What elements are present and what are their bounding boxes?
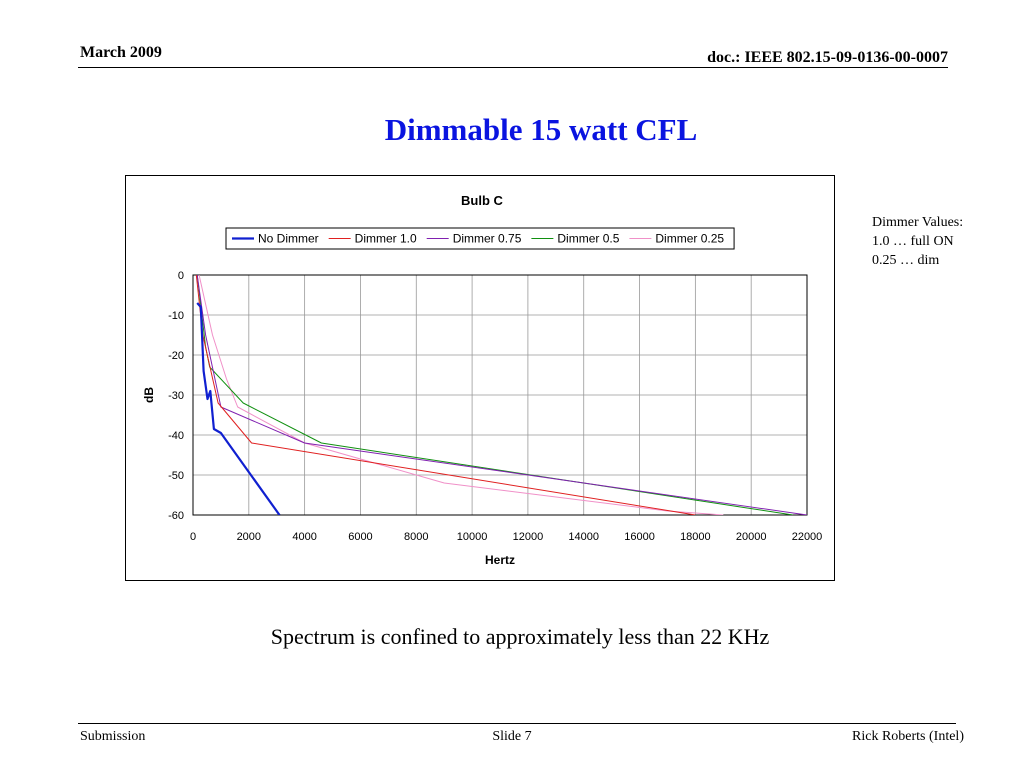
x-tick-label: 4000 — [292, 531, 316, 543]
series-line-dimmer-0-25 — [198, 275, 724, 515]
x-axis-label: Hertz — [485, 553, 515, 567]
slide-title: Dimmable 15 watt CFL — [384, 112, 698, 147]
y-tick-label: -60 — [168, 510, 184, 522]
chart-frame: Bulb C No Dimmer Dimmer 1.0 Dimmer 0.75 Dim… — [125, 175, 835, 581]
legend-label-dimmer-0-25: Dimmer 0.25 — [655, 232, 724, 246]
chart-legend: No Dimmer Dimmer 1.0 Dimmer 0.75 Dimmer 0.5… — [225, 227, 735, 250]
footer-rule — [78, 723, 956, 724]
header-date: March 2009 — [80, 44, 162, 61]
x-tick-label: 0 — [190, 531, 196, 543]
header-rule — [78, 67, 948, 68]
y-axis-label: dB — [142, 387, 156, 403]
footer-author: Rick Roberts (Intel) — [852, 729, 964, 744]
y-tick-label: -20 — [168, 350, 184, 362]
y-tick-label: -30 — [168, 390, 184, 402]
x-tick-label: 2000 — [237, 531, 261, 543]
x-tick-label: 20000 — [736, 531, 767, 543]
y-tick-label: -10 — [168, 310, 184, 322]
x-tick-label: 6000 — [348, 531, 372, 543]
note-line-3: 0.25 … dim — [872, 253, 940, 268]
y-tick-label: -50 — [168, 470, 184, 482]
x-tick-label: 8000 — [404, 531, 428, 543]
chart-title: Bulb C — [461, 193, 503, 208]
header-doc-id: doc.: IEEE 802.15-09-0136-00-0007 — [707, 49, 948, 66]
plot-border — [192, 274, 808, 516]
x-tick-label: 16000 — [624, 531, 655, 543]
slide-caption: Spectrum is confined to approximately le… — [270, 624, 770, 649]
x-tick-label: 14000 — [568, 531, 599, 543]
y-tick-label: 0 — [178, 270, 184, 282]
legend-box — [225, 227, 735, 250]
x-tick-label: 10000 — [457, 531, 488, 543]
dimmer-values-note: Dimmer Values: 1.0 … full ON 0.25 … dim — [872, 213, 963, 270]
footer-submission: Submission — [80, 729, 146, 744]
x-tick-label: 12000 — [513, 531, 544, 543]
x-tick-label: 18000 — [680, 531, 711, 543]
legend-label-dimmer-1-0: Dimmer 1.0 — [355, 232, 417, 246]
series-line-dimmer-0-5 — [196, 275, 794, 515]
series-line-no-dimmer — [196, 302, 281, 515]
y-tick-label: -40 — [168, 430, 184, 442]
plot-area: 0 2000 4000 6000 8000 10000 12000 14000 16000 180… — [168, 270, 822, 543]
legend-label-dimmer-0-5: Dimmer 0.5 — [557, 232, 619, 246]
chart-svg: Bulb C No Dimmer Dimmer 1.0 Dimmer 0.75 Dim… — [142, 193, 822, 567]
legend-label-no-dimmer: No Dimmer — [258, 232, 319, 246]
footer-slide-number: Slide 7 — [492, 729, 532, 744]
note-line-1: Dimmer Values: — [872, 215, 964, 230]
series-group — [195, 275, 807, 515]
legend-label-dimmer-0-75: Dimmer 0.75 — [453, 232, 522, 246]
note-line-2: 1.0 … full ON — [872, 234, 954, 249]
x-tick-label: 22000 — [792, 531, 823, 543]
